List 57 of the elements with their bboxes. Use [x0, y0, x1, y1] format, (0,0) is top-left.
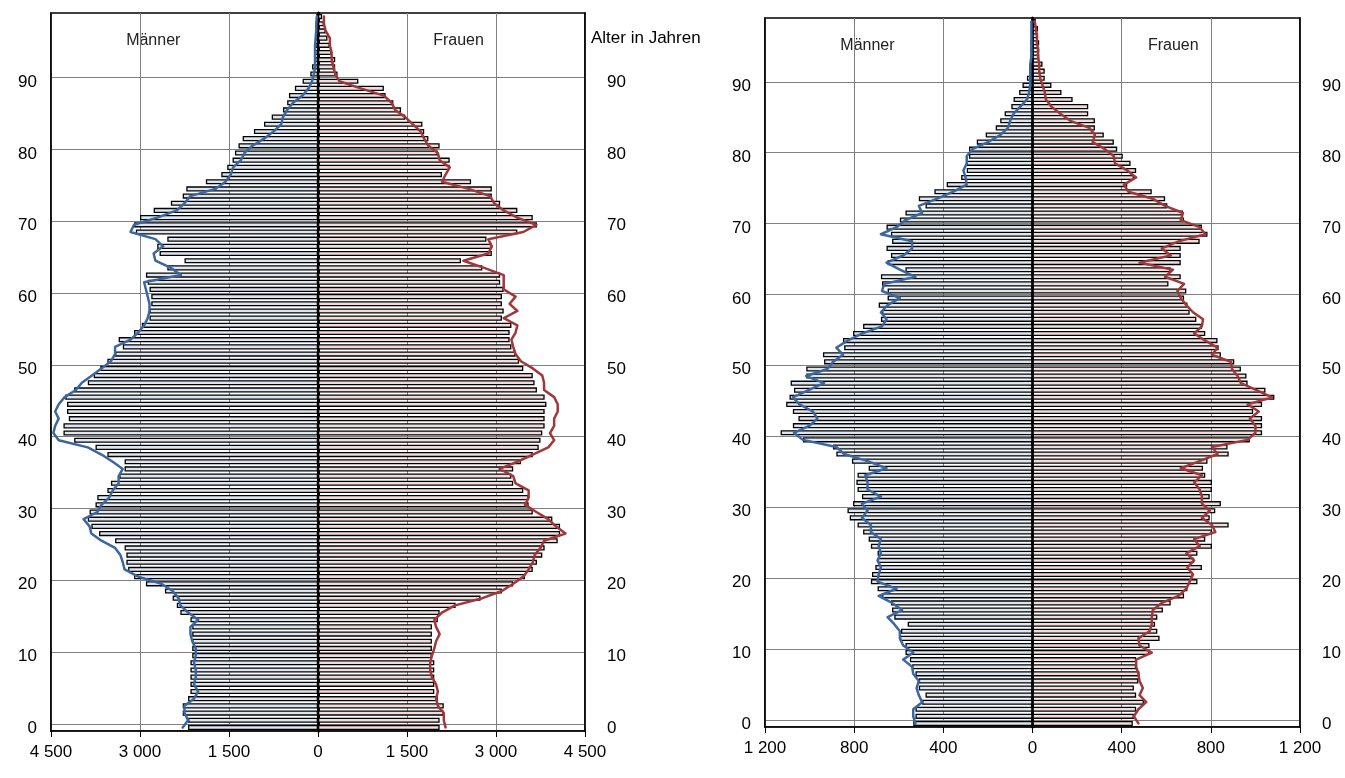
x-tick-label: 1 500 [385, 742, 429, 761]
x-tick-label: 400 [1107, 738, 1136, 757]
category-label: 80 [607, 143, 626, 163]
y-tick-label: 90 [18, 71, 37, 91]
category-label: 40 [1322, 430, 1341, 450]
y-tick-label: 0 [741, 713, 751, 733]
y-tick-label: 10 [732, 643, 751, 663]
category-label: 50 [607, 358, 626, 378]
y-tick-label: 30 [18, 502, 37, 522]
y-tick-label: 40 [18, 430, 37, 450]
y-tick-label: 80 [732, 146, 751, 166]
category-label: 20 [607, 574, 626, 594]
category-label: 30 [607, 502, 626, 522]
y-tick-label: 60 [18, 287, 37, 307]
category-label: 70 [1322, 217, 1341, 237]
category-label: 90 [1322, 75, 1341, 95]
x-tick-label: 1 200 [1278, 738, 1322, 757]
category-label: 80 [1322, 146, 1341, 166]
x-tick-label: 3 000 [474, 742, 518, 761]
y-tick-label: 50 [732, 359, 751, 379]
y-tick-label: 20 [18, 574, 37, 594]
category-label: 40 [607, 430, 626, 450]
x-tick-label: 1 500 [207, 742, 251, 761]
y-tick-label: 60 [732, 288, 751, 308]
y-tick-label: 50 [18, 358, 37, 378]
category-label: 0 [607, 717, 617, 737]
x-tick-label: 1 200 [743, 738, 787, 757]
x-tick-label: 0 [1027, 738, 1038, 757]
y-tick-label: 20 [732, 572, 751, 592]
annotation: Frauen [1147, 35, 1199, 53]
category-label: 0 [1322, 713, 1332, 733]
y-tick-label: 40 [732, 430, 751, 450]
x-tick-label: 400 [929, 738, 958, 757]
category-label: 60 [607, 287, 626, 307]
x-tick-label: 4 500 [563, 742, 607, 761]
annotation: Frauen [433, 30, 484, 48]
y-tick-label: 10 [18, 646, 37, 666]
category-label: 60 [1322, 288, 1341, 308]
category-label: 30 [1322, 501, 1341, 521]
x-tick-label: 3 000 [118, 742, 162, 761]
x-tick-label: 800 [839, 738, 869, 757]
y-tick-label: 70 [18, 215, 37, 235]
category-label: 90 [607, 71, 626, 91]
category-label: 50 [1322, 359, 1341, 379]
y-tick-label: 90 [732, 75, 751, 95]
x-tick-label: 0 [313, 742, 323, 761]
category-label: 20 [1322, 572, 1341, 592]
y-tick-label: 30 [732, 501, 751, 521]
category-label: 10 [1322, 643, 1341, 663]
y-tick-label: 80 [18, 143, 37, 163]
x-tick-label: 800 [1196, 738, 1226, 757]
y-tick-label: 0 [27, 717, 37, 737]
category-label: 70 [607, 215, 626, 235]
y-axis-title: Alter in Jahren [591, 28, 701, 47]
x-tick-label: 4 500 [29, 742, 73, 761]
category-label: 10 [607, 646, 626, 666]
y-tick-label: 70 [732, 217, 751, 237]
